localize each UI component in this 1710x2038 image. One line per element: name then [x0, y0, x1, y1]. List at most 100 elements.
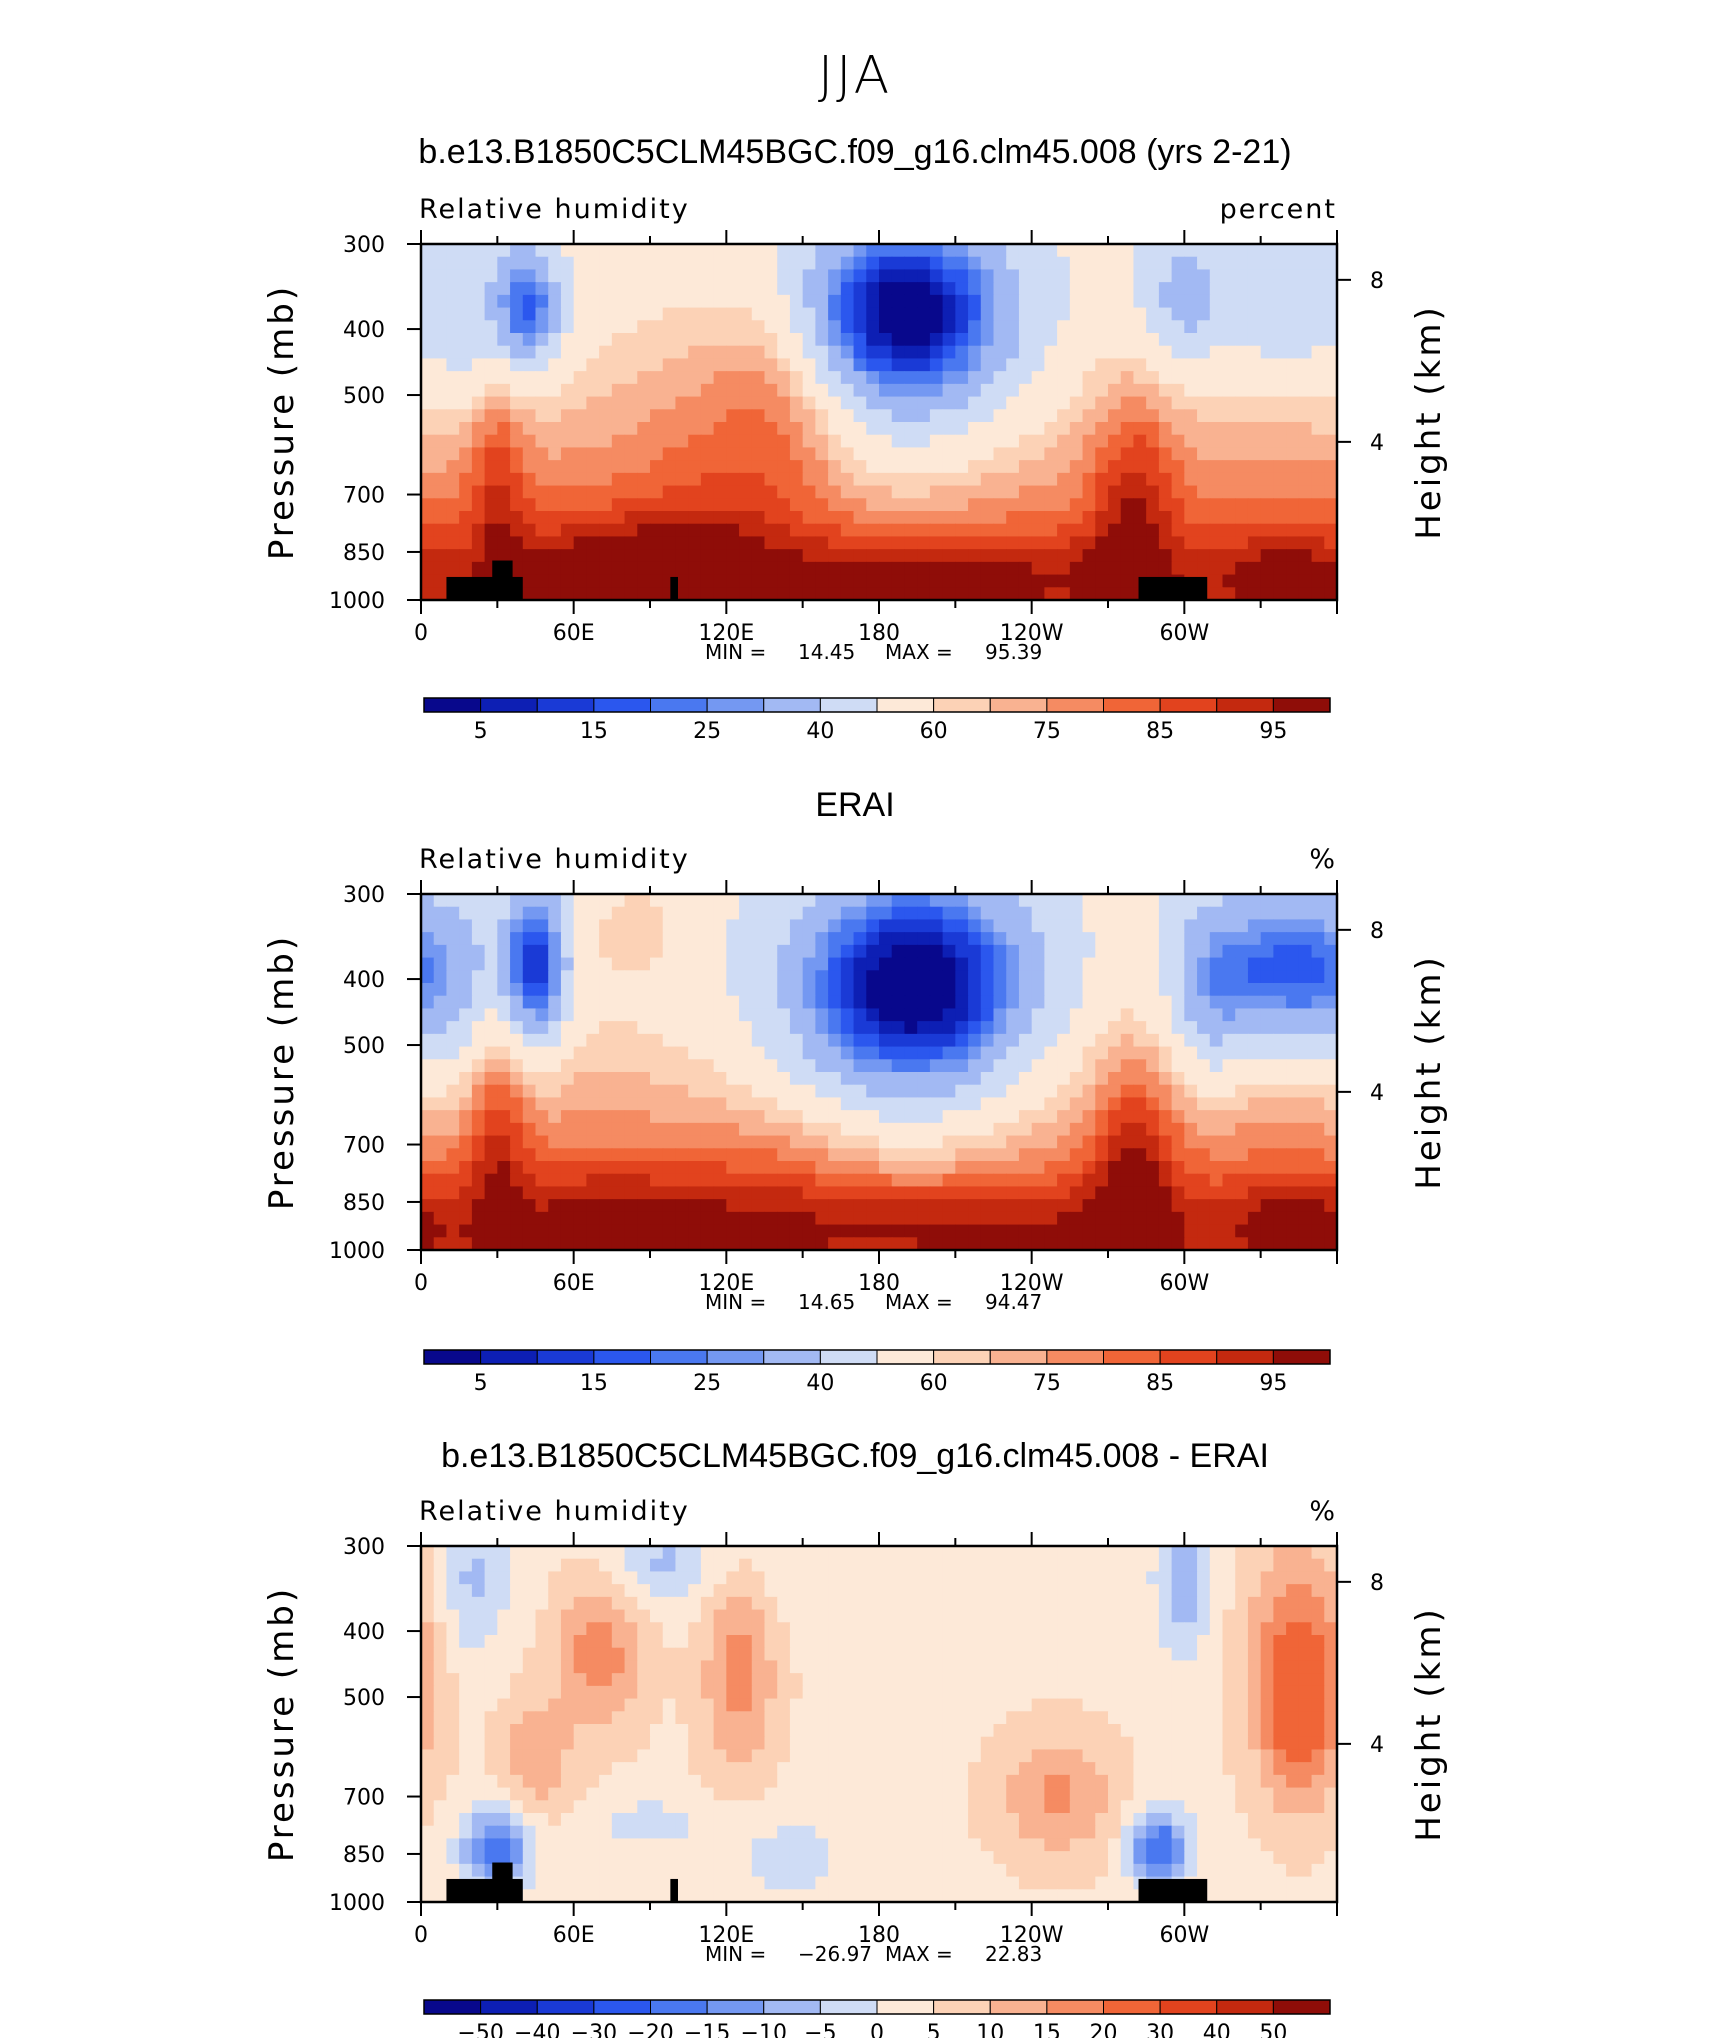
contour-cell	[560, 1122, 575, 1137]
contour-cell	[955, 1660, 969, 1674]
contour-cell	[522, 1072, 537, 1086]
contour-cell	[586, 983, 600, 997]
contour-cell	[700, 371, 715, 385]
contour-cell	[688, 244, 702, 258]
contour-cell	[1095, 307, 1109, 321]
contour-cell	[637, 1647, 651, 1662]
contour-cell	[1273, 460, 1287, 474]
contour-cell	[1197, 1584, 1211, 1598]
contour-cell	[1197, 919, 1211, 933]
contour-cell	[1324, 561, 1338, 576]
contour-cell	[1298, 944, 1313, 959]
contour-cell	[713, 1021, 727, 1035]
contour-cell	[1133, 1046, 1147, 1060]
colorbar-swatch	[1046, 1349, 1104, 1365]
contour-cell	[879, 447, 893, 461]
contour-cell	[421, 574, 435, 588]
contour-cell	[1082, 396, 1096, 410]
contour-cell	[942, 1084, 956, 1099]
contour-cell	[1235, 1660, 1249, 1674]
contour-cell	[1158, 1199, 1173, 1213]
contour-cell	[828, 1584, 842, 1598]
contour-cell	[560, 1211, 575, 1226]
contour-cell	[764, 294, 778, 309]
contour-cell	[1298, 472, 1313, 487]
contour-cell	[1044, 1046, 1058, 1060]
contour-cell	[853, 1033, 867, 1048]
contour-cell	[980, 472, 995, 487]
contour-cell	[929, 1110, 944, 1124]
contour-cell	[675, 244, 689, 258]
contour-cell	[1146, 932, 1160, 946]
contour-cell	[1324, 1186, 1338, 1200]
contour-cell	[1006, 1622, 1020, 1636]
contour-cell	[421, 995, 435, 1010]
contour-cell	[866, 383, 880, 398]
contour-cell	[1069, 1660, 1084, 1674]
contour-cell	[1260, 1110, 1274, 1124]
contour-cell	[573, 1008, 587, 1022]
contour-cell	[879, 1161, 893, 1175]
contour-cell	[1324, 320, 1338, 334]
contour-cell	[853, 1558, 867, 1573]
contour-cell	[650, 523, 664, 538]
contour-cell	[713, 919, 727, 933]
contour-cell	[700, 396, 715, 410]
contour-cell	[1006, 307, 1020, 321]
contour-cell	[471, 333, 486, 347]
contour-cell	[879, 549, 893, 563]
contour-cell	[662, 1059, 677, 1073]
contour-cell	[1018, 409, 1033, 423]
contour-cell	[713, 1110, 727, 1124]
contour-cell	[764, 307, 778, 321]
contour-cell	[879, 371, 893, 385]
contour-cell	[446, 447, 460, 461]
max-value: 94.47	[985, 1290, 1042, 1314]
contour-cell	[980, 269, 995, 283]
contour-cell	[1286, 549, 1300, 563]
contour-cell	[1171, 894, 1185, 908]
contour-cell	[510, 561, 524, 576]
panel-3-title: b.e13.B1850C5CLM45BGC.f09_g16.clm45.008 …	[441, 1437, 1269, 1475]
contour-cell	[497, 1046, 511, 1060]
contour-cell	[917, 549, 931, 563]
contour-cell	[802, 1161, 816, 1175]
contour-cell	[1057, 1558, 1071, 1573]
contour-cell	[611, 587, 626, 601]
contour-cell	[459, 1635, 473, 1649]
contour-cell	[1273, 1084, 1287, 1099]
contour-cell	[1286, 422, 1300, 436]
contour-cell	[917, 995, 931, 1010]
colorbar-frame	[423, 697, 1331, 713]
contour-cell	[599, 1122, 613, 1137]
contour-cell	[840, 333, 855, 347]
contour-cell	[828, 447, 842, 461]
contour-cell	[789, 498, 804, 512]
contour-cell	[1260, 333, 1274, 347]
contour-cell	[675, 422, 689, 436]
contour-cell	[459, 1148, 473, 1162]
contour-cell	[1120, 294, 1135, 309]
contour-cell	[650, 1546, 664, 1560]
contour-cell	[1146, 1584, 1160, 1598]
contour-cell	[1082, 383, 1096, 398]
contour-cell	[637, 434, 651, 449]
y-tick-label: 700	[343, 1134, 385, 1159]
contour-cell	[1197, 1211, 1211, 1226]
contour-cell	[573, 1571, 587, 1585]
contour-cell	[1298, 549, 1313, 563]
contour-cell	[1222, 1186, 1236, 1200]
contour-cell	[675, 472, 689, 487]
contour-cell	[802, 1033, 816, 1048]
contour-cell	[650, 1635, 664, 1649]
contour-cell	[446, 1186, 460, 1200]
contour-cell	[548, 1584, 562, 1598]
contour-cell	[586, 1609, 600, 1623]
contour-cell	[879, 244, 893, 258]
contour-cell	[1031, 1237, 1045, 1251]
contour-cell	[662, 434, 677, 449]
contour-cell	[802, 944, 816, 959]
contour-cell	[1018, 1199, 1033, 1213]
contour-cell	[560, 1660, 575, 1674]
contour-cell	[1031, 269, 1045, 283]
